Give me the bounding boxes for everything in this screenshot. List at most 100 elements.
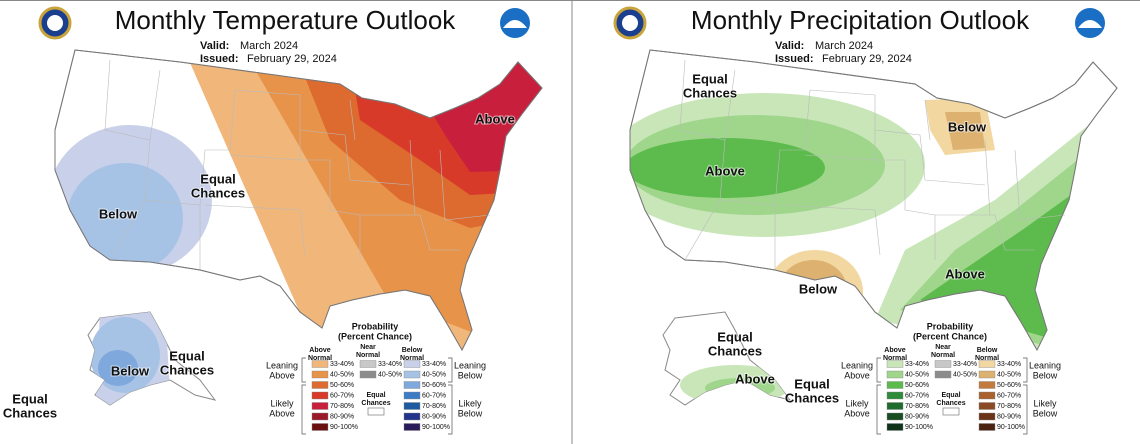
region-label: Above <box>475 111 515 126</box>
legend-swatch <box>886 370 904 379</box>
legend-swatch <box>359 370 377 379</box>
legend-item: 90-100% <box>422 424 450 431</box>
legend-swatch <box>978 402 996 410</box>
title: Monthly Precipitation Outlook <box>691 5 1030 35</box>
legend-item: 70-80% <box>905 403 929 410</box>
legend-swatch <box>311 381 329 389</box>
legend-side: Leaning <box>1029 360 1061 370</box>
legend-item: 70-80% <box>422 403 446 410</box>
legend-brace <box>301 357 306 435</box>
legend-item: 33-40% <box>953 361 977 368</box>
legend-item: 60-70% <box>422 392 446 399</box>
legend-swatch <box>311 402 329 410</box>
legend-item: 40-50% <box>330 371 354 378</box>
legend-header: Near <box>935 344 951 351</box>
temperature-panel: Monthly Temperature Outlook Valid: March 2… <box>2 5 543 435</box>
legend-item: 33-40% <box>378 361 402 368</box>
legend-header: Below <box>402 347 423 354</box>
legend-swatch <box>934 370 952 379</box>
legend-swatch <box>403 381 421 389</box>
legend-item: 40-50% <box>422 371 446 378</box>
legend-item: 90-100% <box>905 424 933 431</box>
legend-brace <box>448 357 453 435</box>
legend-title: Probability <box>927 321 974 331</box>
valid: March 2024 <box>240 40 298 52</box>
legend-title: (Percent Chance) <box>338 331 412 341</box>
legend-swatch <box>978 423 996 431</box>
legend-swatch <box>403 412 421 421</box>
legend-item: 33-40% <box>997 361 1021 368</box>
legend-swatch <box>978 412 996 421</box>
legend-item: 50-60% <box>330 382 354 389</box>
legend-side: Leaning <box>266 360 298 370</box>
region-label: Equal <box>794 376 829 391</box>
issued-label: Issued: <box>200 53 239 65</box>
legend-item: 90-100% <box>330 424 358 431</box>
legend-item: 40-50% <box>378 371 402 378</box>
legend-item: 60-70% <box>330 392 354 399</box>
legend-swatch <box>403 360 421 368</box>
legend-side: Below <box>1033 408 1058 418</box>
legend-header: Near <box>360 344 376 351</box>
region-label: Below <box>99 206 138 221</box>
legend-swatch <box>886 402 904 410</box>
legend-swatch <box>978 381 996 389</box>
legend-header: Above <box>309 347 331 354</box>
region-label: Below <box>111 363 150 378</box>
legend-item: 80-90% <box>422 413 446 420</box>
legend: Probability(Percent Chance)AboveNormal33… <box>841 321 1061 435</box>
legend-equal: Equal <box>941 392 960 399</box>
issued: February 29, 2024 <box>247 53 337 65</box>
region-label: Equal <box>12 391 47 406</box>
legend-equal: Chances <box>361 400 390 407</box>
legend-swatch <box>886 412 904 421</box>
valid-label: Valid: <box>775 40 804 52</box>
legend-header: Normal <box>308 355 332 362</box>
legend-header: Normal <box>883 355 907 362</box>
region-label: Below <box>948 119 987 134</box>
legend-item: 50-60% <box>422 382 446 389</box>
legend-item: 33-40% <box>330 361 354 368</box>
legend-swatch <box>942 407 960 416</box>
legend-equal: Equal <box>366 392 385 399</box>
legend-side: Below <box>458 370 483 380</box>
valid-label: Valid: <box>200 40 229 52</box>
legend-item: 70-80% <box>330 403 354 410</box>
legend-swatch <box>978 370 996 379</box>
legend-item: 80-90% <box>997 413 1021 420</box>
legend-header: Below <box>977 347 998 354</box>
region-label: Above <box>705 163 745 178</box>
legend-item: 60-70% <box>997 392 1021 399</box>
legend-item: 80-90% <box>905 413 929 420</box>
issued-label: Issued: <box>775 53 814 65</box>
legend-swatch <box>403 370 421 379</box>
legend-swatch <box>978 360 996 368</box>
legend-header: Normal <box>400 355 424 362</box>
legend-brace <box>1023 357 1028 435</box>
legend-side: Below <box>1033 370 1058 380</box>
legend-swatch <box>311 423 329 431</box>
legend-item: 33-40% <box>422 361 446 368</box>
legend-item: 90-100% <box>997 424 1025 431</box>
valid: March 2024 <box>815 40 873 52</box>
region-label: Equal <box>692 71 727 86</box>
legend-item: 80-90% <box>330 413 354 420</box>
legend-header: Normal <box>356 352 380 359</box>
legend: Probability(Percent Chance)AboveNormal33… <box>266 321 486 435</box>
legend-header: Above <box>884 347 906 354</box>
region-label: Equal <box>717 329 752 344</box>
legend-side: Likely <box>270 398 294 408</box>
legend-title: (Percent Chance) <box>913 331 987 341</box>
legend-swatch <box>934 360 952 368</box>
legend-side: Above <box>844 370 870 380</box>
legend-swatch <box>886 360 904 368</box>
region-label: Above <box>945 266 985 281</box>
legend-swatch <box>886 423 904 431</box>
legend-swatch <box>359 360 377 368</box>
legend-swatch <box>403 391 421 400</box>
legend-side: Above <box>269 408 295 418</box>
legend-side: Likely <box>458 398 482 408</box>
legend-item: 50-60% <box>905 382 929 389</box>
legend-header: Normal <box>931 352 955 359</box>
